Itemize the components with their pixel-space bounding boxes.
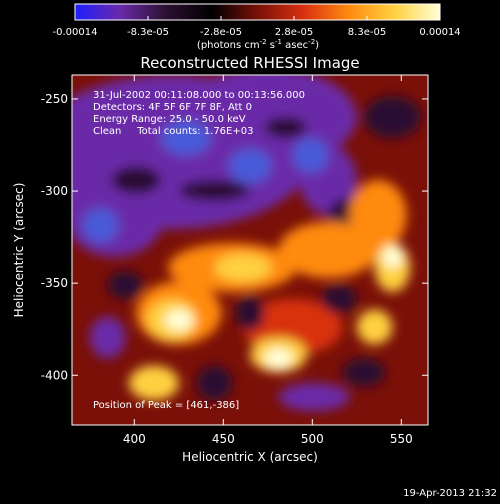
colorbar-tick-label: -8.3e-05 [127, 27, 169, 38]
heatmap-blob [161, 120, 211, 156]
colorbar: -0.00014 -8.3e-05 -2.8e-05 2.8e-05 8.3e-05 0.… [53, 3, 461, 51]
plot-area [72, 75, 428, 425]
heatmap-blob [214, 253, 272, 282]
x-axis-label: Heliocentric X (arcsec) [182, 450, 318, 464]
heatmap-blob [278, 222, 379, 278]
heatmap-blob [196, 365, 233, 401]
heatmap-blob [89, 316, 126, 359]
annotation-energy-range: Energy Range: 25.0 - 50.0 keV [93, 114, 246, 125]
annotation-counts: Clean Total counts: 1.76E+03 [93, 126, 253, 137]
colorbar-tick-label: 8.3e-05 [348, 27, 386, 38]
footer-timestamp: 19-Apr-2013 21:32 [403, 488, 497, 499]
colorbar-tick-label: 0.00014 [419, 27, 460, 38]
heatmap-blob [278, 383, 350, 411]
plot-frame [71, 74, 429, 426]
heatmap-blob [321, 285, 357, 313]
colorbar-unit: (photons cm-2 s-1 asec-2) [197, 38, 319, 51]
heatmap-blob [381, 246, 404, 268]
heatmap-blob [356, 309, 393, 345]
x-axis: 400 450 500 550 [123, 75, 413, 446]
heatmap-blob [228, 148, 272, 184]
annotation-detectors: Detectors: 4F 5F 6F 7F 8F, Att 0 [93, 102, 252, 113]
heatmap-blob [342, 358, 386, 387]
colorbar-bar [74, 3, 441, 21]
x-tick-label: 400 [123, 432, 146, 446]
x-tick-label: 500 [301, 432, 324, 446]
heatmap-blob [292, 138, 329, 173]
y-axis-label: Heliocentric Y (arcsec) [12, 183, 26, 318]
colorbar-tick-label: -0.00014 [53, 27, 98, 38]
heatmap-blob [264, 348, 293, 369]
heatmap-blob [107, 271, 144, 299]
colorbar-ticks: -0.00014 -8.3e-05 -2.8e-05 2.8e-05 8.3e-05 0.… [53, 16, 461, 38]
x-tick-label: 550 [390, 432, 413, 446]
heatmap-blob [349, 180, 407, 250]
annotation-time-range: 31-Jul-2002 00:11:08.000 to 00:13:56.000 [93, 90, 305, 101]
x-tick-label: 450 [212, 432, 235, 446]
heatmap-image [72, 75, 421, 411]
y-tick-label: -400 [41, 368, 68, 382]
heatmap-blob [363, 96, 421, 138]
chart-title: Reconstructed RHESSI Image [140, 54, 359, 72]
heatmap-blob [235, 295, 265, 331]
heatmap-blob [82, 208, 119, 243]
colorbar-tick-label: -2.8e-05 [200, 27, 242, 38]
colorbar-tick-label: 2.8e-05 [275, 27, 313, 38]
heatmap-blob [178, 180, 250, 201]
heatmap-blob [264, 117, 307, 138]
heatmap-blob [128, 365, 179, 401]
heatmap-blob [164, 309, 194, 331]
y-tick-label: -350 [41, 276, 68, 290]
y-axis: -250 -300 -350 -400 [41, 92, 428, 382]
y-tick-label: -250 [41, 92, 68, 106]
annotation-block: 31-Jul-2002 00:11:08.000 to 00:13:56.000… [93, 90, 305, 137]
peak-position-label: Position of Peak = [461,-386] [93, 400, 239, 411]
y-tick-label: -300 [41, 184, 68, 198]
heatmap-blob [111, 166, 161, 194]
